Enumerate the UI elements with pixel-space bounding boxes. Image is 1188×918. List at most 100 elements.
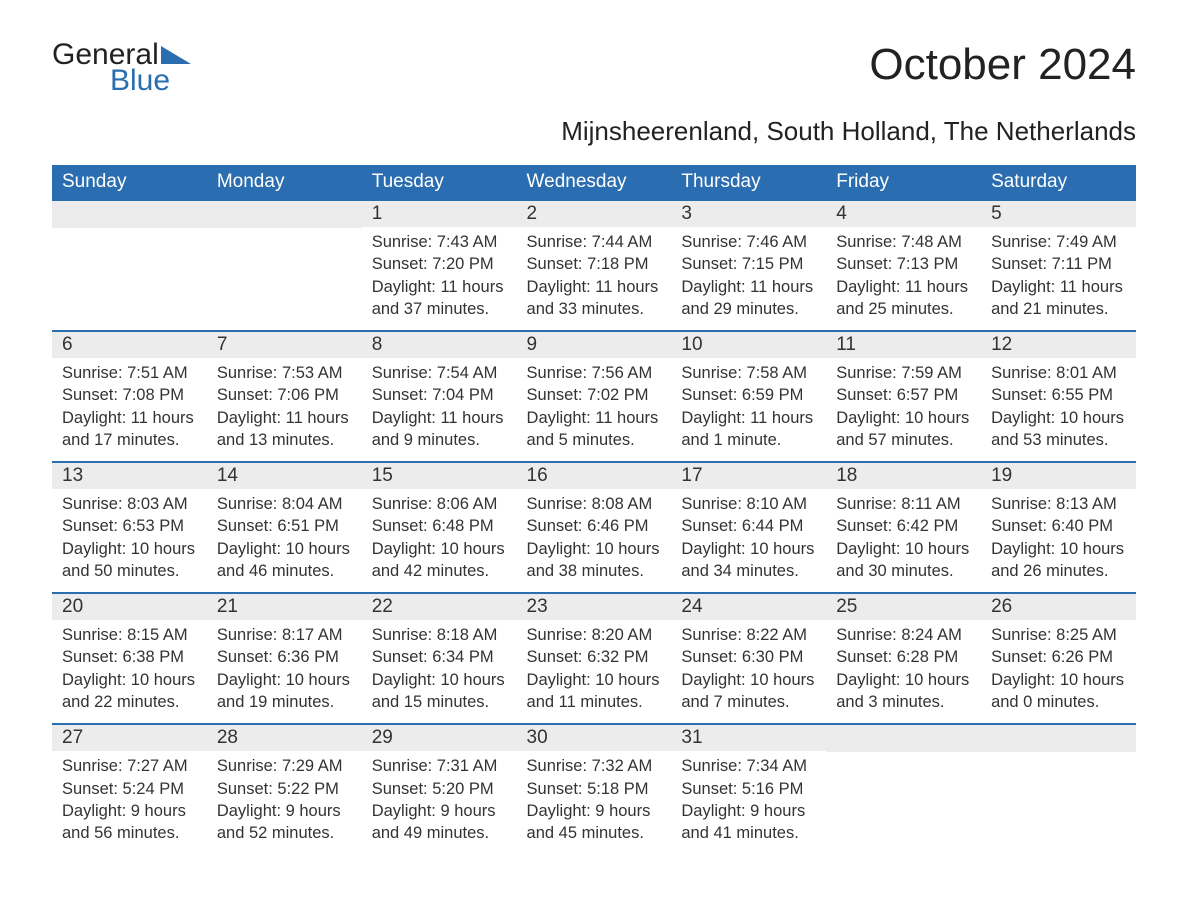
daylight-line1: Daylight: 11 hours bbox=[372, 276, 507, 298]
calendar-body: 1Sunrise: 7:43 AMSunset: 7:20 PMDaylight… bbox=[52, 200, 1136, 854]
calendar-day-cell: 11Sunrise: 7:59 AMSunset: 6:57 PMDayligh… bbox=[826, 331, 981, 462]
daylight-line2: and 13 minutes. bbox=[217, 429, 352, 451]
daylight-line1: Daylight: 9 hours bbox=[372, 800, 507, 822]
empty-daynum bbox=[826, 725, 981, 752]
day-content: Sunrise: 8:06 AMSunset: 6:48 PMDaylight:… bbox=[362, 489, 517, 592]
sunset-line: Sunset: 6:40 PM bbox=[991, 515, 1126, 537]
calendar-header-row: SundayMondayTuesdayWednesdayThursdayFrid… bbox=[52, 165, 1136, 200]
day-number: 2 bbox=[517, 201, 672, 227]
sunset-line: Sunset: 7:08 PM bbox=[62, 384, 197, 406]
daylight-line1: Daylight: 11 hours bbox=[836, 276, 971, 298]
sunset-line: Sunset: 6:28 PM bbox=[836, 646, 971, 668]
sunset-line: Sunset: 7:11 PM bbox=[991, 253, 1126, 275]
sunset-line: Sunset: 7:02 PM bbox=[527, 384, 662, 406]
sunset-line: Sunset: 6:26 PM bbox=[991, 646, 1126, 668]
empty-daynum bbox=[207, 201, 362, 228]
day-number: 22 bbox=[362, 594, 517, 620]
day-content: Sunrise: 8:04 AMSunset: 6:51 PMDaylight:… bbox=[207, 489, 362, 592]
day-content: Sunrise: 8:01 AMSunset: 6:55 PMDaylight:… bbox=[981, 358, 1136, 461]
sunrise-line: Sunrise: 8:08 AM bbox=[527, 493, 662, 515]
day-number: 26 bbox=[981, 594, 1136, 620]
sunrise-line: Sunrise: 7:48 AM bbox=[836, 231, 971, 253]
calendar-day-cell: 28Sunrise: 7:29 AMSunset: 5:22 PMDayligh… bbox=[207, 724, 362, 854]
day-number: 6 bbox=[52, 332, 207, 358]
daylight-line1: Daylight: 10 hours bbox=[991, 407, 1126, 429]
sunrise-line: Sunrise: 8:22 AM bbox=[681, 624, 816, 646]
calendar-day-cell bbox=[981, 724, 1136, 854]
sunrise-line: Sunrise: 8:06 AM bbox=[372, 493, 507, 515]
sunset-line: Sunset: 5:20 PM bbox=[372, 778, 507, 800]
daylight-line1: Daylight: 10 hours bbox=[991, 538, 1126, 560]
sunrise-line: Sunrise: 8:18 AM bbox=[372, 624, 507, 646]
daylight-line2: and 21 minutes. bbox=[991, 298, 1126, 320]
calendar-day-cell: 27Sunrise: 7:27 AMSunset: 5:24 PMDayligh… bbox=[52, 724, 207, 854]
sunrise-line: Sunrise: 8:04 AM bbox=[217, 493, 352, 515]
daylight-line2: and 50 minutes. bbox=[62, 560, 197, 582]
day-content: Sunrise: 7:49 AMSunset: 7:11 PMDaylight:… bbox=[981, 227, 1136, 330]
day-number: 5 bbox=[981, 201, 1136, 227]
calendar-day-cell: 21Sunrise: 8:17 AMSunset: 6:36 PMDayligh… bbox=[207, 593, 362, 724]
day-content: Sunrise: 7:48 AMSunset: 7:13 PMDaylight:… bbox=[826, 227, 981, 330]
daylight-line1: Daylight: 11 hours bbox=[527, 407, 662, 429]
daylight-line1: Daylight: 9 hours bbox=[527, 800, 662, 822]
day-number: 17 bbox=[671, 463, 826, 489]
sunrise-line: Sunrise: 7:51 AM bbox=[62, 362, 197, 384]
daylight-line2: and 22 minutes. bbox=[62, 691, 197, 713]
daylight-line2: and 5 minutes. bbox=[527, 429, 662, 451]
sunset-line: Sunset: 6:55 PM bbox=[991, 384, 1126, 406]
sunset-line: Sunset: 6:57 PM bbox=[836, 384, 971, 406]
sunrise-line: Sunrise: 7:31 AM bbox=[372, 755, 507, 777]
sunrise-line: Sunrise: 7:29 AM bbox=[217, 755, 352, 777]
daylight-line2: and 46 minutes. bbox=[217, 560, 352, 582]
calendar-day-cell: 20Sunrise: 8:15 AMSunset: 6:38 PMDayligh… bbox=[52, 593, 207, 724]
daylight-line1: Daylight: 9 hours bbox=[217, 800, 352, 822]
sunset-line: Sunset: 6:53 PM bbox=[62, 515, 197, 537]
day-number: 1 bbox=[362, 201, 517, 227]
calendar-day-cell: 8Sunrise: 7:54 AMSunset: 7:04 PMDaylight… bbox=[362, 331, 517, 462]
daylight-line1: Daylight: 10 hours bbox=[527, 538, 662, 560]
calendar-day-cell: 7Sunrise: 7:53 AMSunset: 7:06 PMDaylight… bbox=[207, 331, 362, 462]
day-number: 28 bbox=[207, 725, 362, 751]
day-content: Sunrise: 7:53 AMSunset: 7:06 PMDaylight:… bbox=[207, 358, 362, 461]
sunset-line: Sunset: 6:48 PM bbox=[372, 515, 507, 537]
day-number: 23 bbox=[517, 594, 672, 620]
weekday-header: Monday bbox=[207, 165, 362, 200]
day-content: Sunrise: 8:03 AMSunset: 6:53 PMDaylight:… bbox=[52, 489, 207, 592]
day-content: Sunrise: 8:15 AMSunset: 6:38 PMDaylight:… bbox=[52, 620, 207, 723]
day-content: Sunrise: 8:08 AMSunset: 6:46 PMDaylight:… bbox=[517, 489, 672, 592]
sunrise-line: Sunrise: 7:49 AM bbox=[991, 231, 1126, 253]
sunset-line: Sunset: 6:36 PM bbox=[217, 646, 352, 668]
calendar-day-cell: 9Sunrise: 7:56 AMSunset: 7:02 PMDaylight… bbox=[517, 331, 672, 462]
daylight-line2: and 52 minutes. bbox=[217, 822, 352, 844]
sunrise-line: Sunrise: 7:54 AM bbox=[372, 362, 507, 384]
calendar-day-cell: 19Sunrise: 8:13 AMSunset: 6:40 PMDayligh… bbox=[981, 462, 1136, 593]
sunrise-line: Sunrise: 8:03 AM bbox=[62, 493, 197, 515]
daylight-line2: and 7 minutes. bbox=[681, 691, 816, 713]
empty-daynum bbox=[52, 201, 207, 228]
daylight-line2: and 34 minutes. bbox=[681, 560, 816, 582]
weekday-header: Wednesday bbox=[517, 165, 672, 200]
weekday-header: Tuesday bbox=[362, 165, 517, 200]
day-content: Sunrise: 8:10 AMSunset: 6:44 PMDaylight:… bbox=[671, 489, 826, 592]
sunset-line: Sunset: 6:38 PM bbox=[62, 646, 197, 668]
calendar-day-cell: 23Sunrise: 8:20 AMSunset: 6:32 PMDayligh… bbox=[517, 593, 672, 724]
daylight-line2: and 56 minutes. bbox=[62, 822, 197, 844]
day-number: 18 bbox=[826, 463, 981, 489]
calendar-week-row: 20Sunrise: 8:15 AMSunset: 6:38 PMDayligh… bbox=[52, 593, 1136, 724]
sunrise-line: Sunrise: 7:53 AM bbox=[217, 362, 352, 384]
day-number: 9 bbox=[517, 332, 672, 358]
calendar-day-cell: 16Sunrise: 8:08 AMSunset: 6:46 PMDayligh… bbox=[517, 462, 672, 593]
day-content: Sunrise: 7:44 AMSunset: 7:18 PMDaylight:… bbox=[517, 227, 672, 330]
daylight-line1: Daylight: 10 hours bbox=[681, 669, 816, 691]
sunset-line: Sunset: 6:32 PM bbox=[527, 646, 662, 668]
sunset-line: Sunset: 7:04 PM bbox=[372, 384, 507, 406]
sunset-line: Sunset: 6:46 PM bbox=[527, 515, 662, 537]
sunset-line: Sunset: 5:18 PM bbox=[527, 778, 662, 800]
day-content: Sunrise: 7:31 AMSunset: 5:20 PMDaylight:… bbox=[362, 751, 517, 854]
daylight-line2: and 26 minutes. bbox=[991, 560, 1126, 582]
day-content: Sunrise: 7:59 AMSunset: 6:57 PMDaylight:… bbox=[826, 358, 981, 461]
sunset-line: Sunset: 6:44 PM bbox=[681, 515, 816, 537]
sunset-line: Sunset: 7:18 PM bbox=[527, 253, 662, 275]
day-number: 11 bbox=[826, 332, 981, 358]
day-number: 31 bbox=[671, 725, 826, 751]
